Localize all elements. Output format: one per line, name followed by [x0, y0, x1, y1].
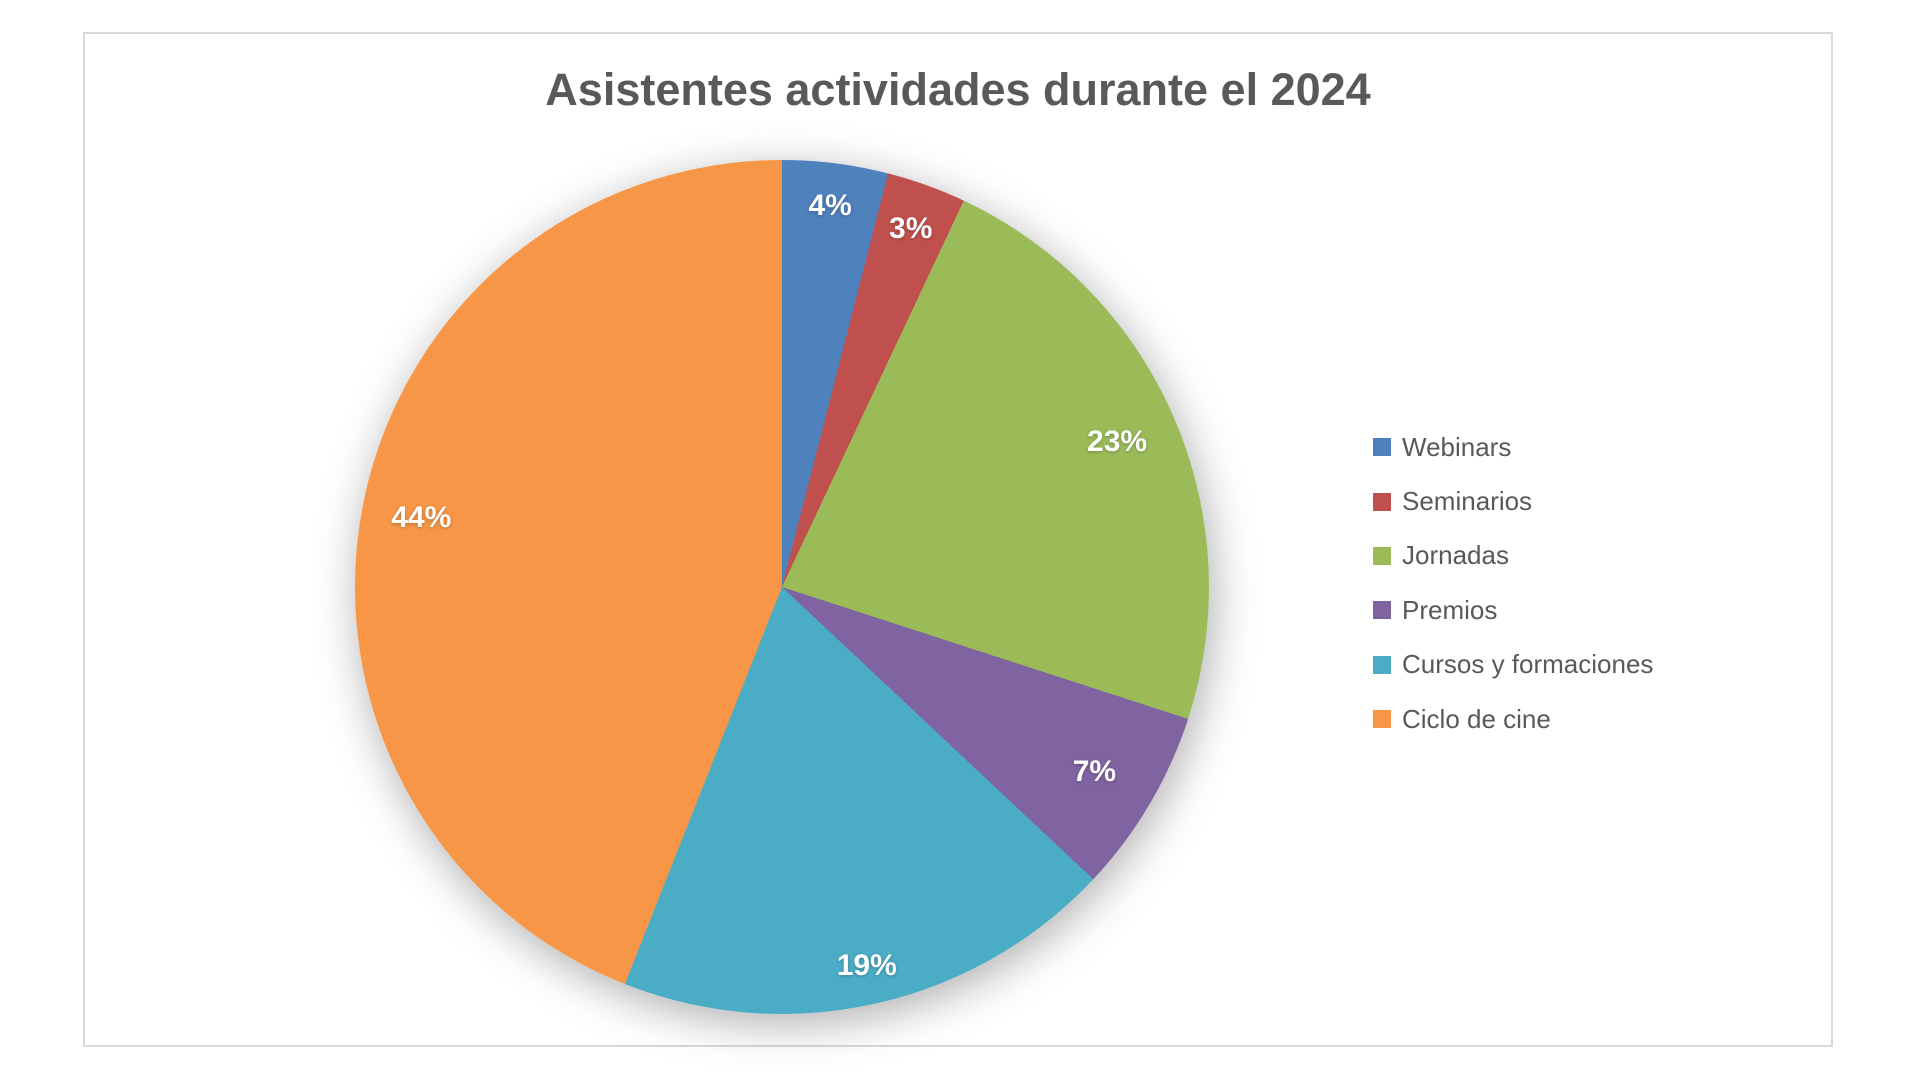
chart-legend: Webinars Seminarios Jornadas Premios Cursos …: [1373, 420, 1653, 746]
legend-swatch-icon: [1373, 710, 1391, 729]
legend-label: Seminarios: [1402, 486, 1533, 517]
legend-label: Cursos y formaciones: [1402, 649, 1654, 680]
legend-swatch-icon: [1373, 546, 1391, 565]
data-label-ciclo-de-cine[interactable]: 44%: [391, 501, 452, 535]
pie-chart[interactable]: 4% 3% 23% 7% 19% 44%: [355, 160, 1209, 1014]
legend-label: Webinars: [1402, 431, 1512, 462]
legend-item-premios[interactable]: Premios: [1373, 583, 1653, 637]
legend-item-cursos-y-formaciones[interactable]: Cursos y formaciones: [1373, 638, 1653, 692]
legend-label: Jornadas: [1402, 540, 1509, 571]
legend-item-seminarios[interactable]: Seminarios: [1373, 474, 1653, 528]
legend-swatch-icon: [1373, 601, 1391, 620]
legend-label: Ciclo de cine: [1402, 703, 1551, 734]
data-label-cursos-y-formaciones[interactable]: 19%: [836, 949, 897, 983]
data-label-seminarios[interactable]: 3%: [889, 212, 933, 246]
legend-item-ciclo-de-cine[interactable]: Ciclo de cine: [1373, 692, 1653, 746]
legend-item-jornadas[interactable]: Jornadas: [1373, 529, 1653, 583]
chart-frame[interactable]: Asistentes actividades durante el 2024 4…: [83, 32, 1833, 1047]
legend-swatch-icon: [1373, 438, 1391, 457]
data-label-premios[interactable]: 7%: [1072, 754, 1117, 788]
legend-swatch-icon: [1373, 492, 1391, 511]
data-label-webinars[interactable]: 4%: [808, 188, 852, 222]
legend-swatch-icon: [1373, 655, 1391, 674]
chart-title[interactable]: Asistentes actividades durante el 2024: [545, 64, 1371, 115]
data-label-jornadas[interactable]: 23%: [1087, 425, 1148, 458]
legend-label: Premios: [1402, 594, 1498, 625]
legend-item-webinars[interactable]: Webinars: [1373, 420, 1653, 474]
